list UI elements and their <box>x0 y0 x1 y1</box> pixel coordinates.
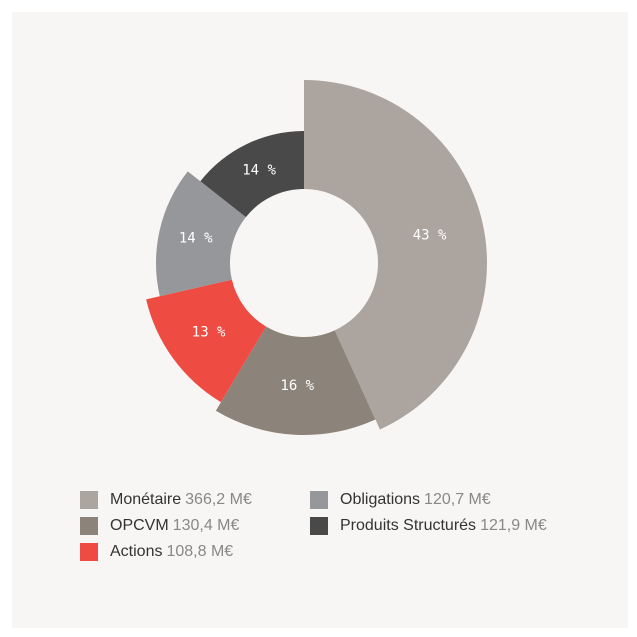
legend-name: Produits Structurés <box>340 517 476 534</box>
legend-entry: OPCVM 130,4 M€ <box>110 517 239 534</box>
legend-swatch <box>310 517 328 535</box>
legend-swatch <box>80 517 98 535</box>
legend-swatch <box>310 491 328 509</box>
legend-value: 366,2 M€ <box>185 491 252 508</box>
legend-value: 130,4 M€ <box>173 517 240 534</box>
percentage-label: 14 % <box>242 162 276 178</box>
legend-entry: Monétaire 366,2 M€ <box>110 491 252 508</box>
slice <box>215 326 376 435</box>
legend-entry: Actions 108,8 M€ <box>110 543 233 560</box>
legend-value: 120,7 M€ <box>424 491 491 508</box>
legend-name: OPCVM <box>110 517 169 534</box>
legend-swatch <box>80 543 98 561</box>
legend-name: Monétaire <box>110 491 181 508</box>
percentage-label: 16 % <box>280 378 314 394</box>
percentage-label: 43 % <box>413 228 447 244</box>
slice <box>156 171 246 297</box>
percentage-label: 14 % <box>179 231 213 247</box>
slice <box>146 279 267 403</box>
legend-swatch <box>80 491 98 509</box>
legend-value: 108,8 M€ <box>166 543 233 560</box>
slice <box>200 131 304 218</box>
legend-entry: Produits Structurés 121,9 M€ <box>340 517 547 534</box>
slice <box>304 80 487 430</box>
legend-name: Actions <box>110 543 162 560</box>
legend-name: Obligations <box>340 491 420 508</box>
legend-value: 121,9 M€ <box>480 517 547 534</box>
legend-entry: Obligations 120,7 M€ <box>340 491 491 508</box>
percentage-label: 13 % <box>192 325 226 341</box>
